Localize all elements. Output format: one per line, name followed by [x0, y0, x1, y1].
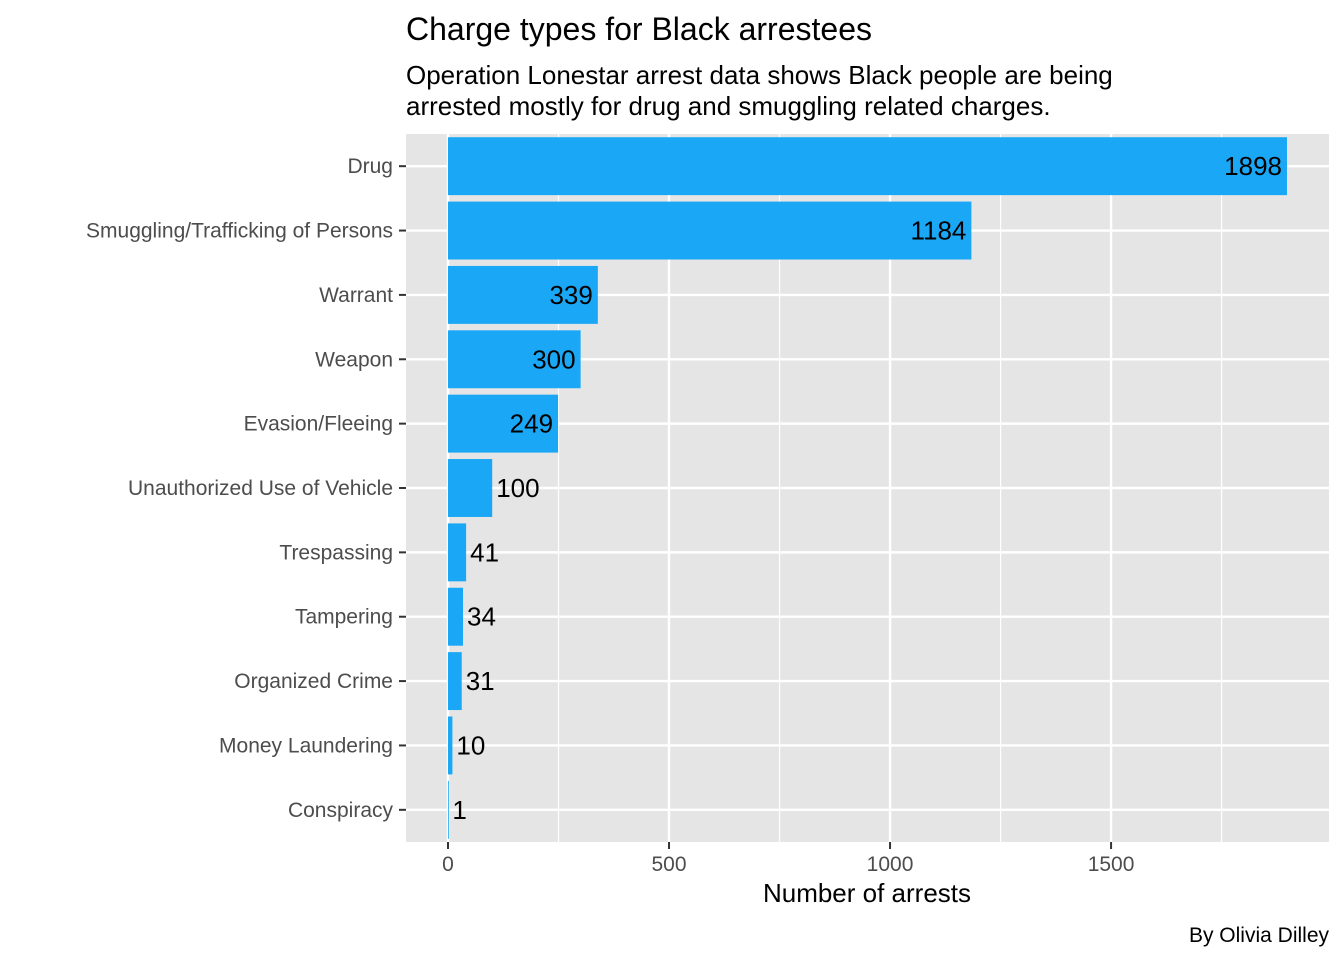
bar-value-label: 100 [496, 473, 539, 503]
chart-subtitle-line-2: arrested mostly for drug and smuggling r… [406, 91, 1051, 121]
bar [447, 523, 467, 582]
bar [447, 201, 972, 260]
y-axis: Drug Smuggling/Trafficking of Persons Warr… [86, 155, 406, 822]
x-axis: 0 500 1000 1500 [442, 842, 1134, 876]
chart-caption: By Olivia Dilley [1189, 924, 1330, 947]
x-tick-label: 1000 [867, 853, 914, 876]
y-tick-label: Drug [347, 155, 393, 178]
y-tick-label: Trespassing [279, 541, 393, 564]
bar-value-label: 10 [456, 730, 485, 760]
y-tick-label: Conspiracy [288, 799, 394, 822]
bar [447, 330, 581, 389]
bar [447, 587, 464, 646]
x-tick-label: 500 [651, 853, 686, 876]
bar-value-label: 41 [470, 537, 499, 567]
bar-value-label: 31 [466, 666, 495, 696]
y-tick-label: Warrant [319, 284, 393, 307]
bar-value-label: 1184 [910, 216, 966, 246]
bar [447, 652, 462, 711]
y-tick-label: Money Laundering [219, 734, 393, 757]
bar-value-label: 34 [467, 602, 496, 632]
bar [447, 716, 453, 775]
y-tick-label: Organized Crime [234, 670, 393, 693]
bar-value-label: 300 [532, 344, 575, 374]
x-tick-label: 1500 [1088, 853, 1135, 876]
bar-value-label: 1 [452, 795, 466, 825]
chart-subtitle-line-1: Operation Lonestar arrest data shows Bla… [406, 60, 1113, 90]
bar [447, 265, 598, 324]
bar-value-label: 249 [510, 409, 553, 439]
bar [447, 780, 449, 839]
bar-value-label: 1898 [1224, 151, 1282, 181]
chart-title: Charge types for Black arrestees [406, 11, 872, 47]
y-tick-label: Tampering [295, 606, 393, 629]
bar [447, 459, 493, 517]
y-tick-label: Unauthorized Use of Vehicle [128, 477, 393, 500]
bar [447, 137, 1288, 196]
x-axis-title: Number of arrests [763, 878, 971, 908]
y-tick-label: Weapon [315, 348, 393, 371]
data-labels: 1898 1184 339 300 249 100 41 34 31 10 1 [452, 151, 1282, 825]
bar [447, 394, 559, 453]
bar-value-label: 339 [549, 280, 592, 310]
y-tick-label: Smuggling/Trafficking of Persons [86, 220, 393, 243]
x-tick-label: 0 [442, 853, 454, 876]
bars [447, 137, 1288, 839]
y-tick-label: Evasion/Fleeing [244, 413, 393, 436]
